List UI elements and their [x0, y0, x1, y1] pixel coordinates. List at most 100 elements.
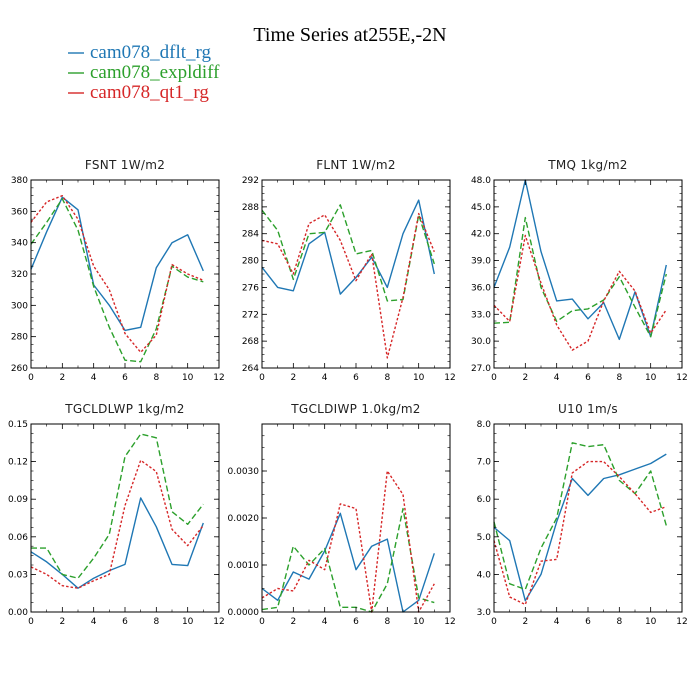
y-tick-label: 0.09	[8, 495, 28, 505]
y-tick-label: 0.00	[8, 608, 28, 618]
y-tick-label: 0.06	[8, 533, 28, 543]
y-tick-label: 0.15	[8, 420, 28, 430]
x-tick-label: 12	[676, 373, 687, 383]
series-line	[261, 507, 435, 613]
series-line	[30, 196, 204, 332]
y-tick-label: 4.0	[477, 570, 492, 580]
y-tick-label: 0.0020	[228, 514, 260, 524]
y-tick-label: 268	[242, 337, 259, 347]
series-group	[30, 194, 204, 363]
x-tick-label: 4	[554, 617, 560, 627]
series-group	[30, 433, 204, 589]
x-tick-label: 2	[59, 617, 65, 627]
x-tick-label: 2	[522, 617, 528, 627]
y-tick-label: 264	[242, 364, 259, 374]
x-tick-label: 8	[616, 373, 622, 383]
y-tick-label: 8.0	[477, 420, 492, 430]
x-tick-label: 2	[290, 617, 296, 627]
series-line	[261, 204, 435, 302]
chart-panel: TGCLDLWP 1kg/m2 0 2 4 6 8 10 12 0.00 0.03 0.06 0.09…	[8, 402, 225, 627]
x-tick-label: 0	[259, 373, 265, 383]
y-tick-label: 0.0030	[228, 467, 260, 477]
x-tick-label: 2	[290, 373, 296, 383]
x-tick-label: 0	[259, 617, 265, 627]
chart-panel: FSNT 1W/m2 0 2 4 6 8 10 12 260 280 300 320 340 360 380	[11, 158, 225, 383]
y-tick-label: 48.0	[471, 176, 491, 186]
x-tick-label: 0	[28, 617, 34, 627]
y-tick-label: 284	[242, 230, 259, 240]
chart-panel: FLNT 1W/m2 0 2 4 6 8 10 12 264 268 272 276 280 284 288…	[242, 158, 456, 383]
y-tick-label: 0.0000	[228, 608, 260, 618]
y-tick-label: 33.0	[471, 310, 491, 320]
x-tick-label: 4	[322, 373, 328, 383]
x-tick-label: 2	[522, 373, 528, 383]
legend-item: cam078_qt1_rg	[68, 82, 209, 103]
plot-frame	[30, 179, 220, 369]
plot-frame	[261, 423, 451, 613]
plot-frame	[261, 179, 451, 369]
y-tick-label: 36.0	[471, 283, 491, 293]
x-tick-label: 2	[59, 373, 65, 383]
series-line	[493, 234, 667, 351]
x-tick-label: 6	[353, 373, 359, 383]
chart-title: TMQ 1kg/m2	[547, 158, 628, 172]
series-line	[493, 179, 667, 341]
legend-label: cam078_qt1_rg	[90, 82, 209, 103]
x-tick-label: 12	[213, 617, 224, 627]
x-tick-label: 10	[182, 373, 194, 383]
series-group	[493, 442, 667, 606]
x-tick-label: 10	[182, 617, 194, 627]
chart-title: FLNT 1W/m2	[316, 158, 396, 172]
series-line	[261, 212, 435, 359]
x-tick-label: 12	[676, 617, 687, 627]
x-tick-label: 10	[645, 373, 657, 383]
x-tick-label: 0	[491, 373, 497, 383]
series-line	[261, 512, 435, 613]
y-tick-label: 360	[11, 207, 28, 217]
y-tick-label: 5.0	[477, 533, 492, 543]
legend-item: cam078_expldiff	[68, 62, 220, 83]
figure-title: Time Series at255E,-2N	[253, 24, 446, 46]
y-tick-label: 27.0	[471, 364, 491, 374]
chart-panels: FSNT 1W/m20 2 4 6 8 10 12260280300320340360380…	[8, 158, 688, 627]
x-tick-label: 8	[384, 617, 390, 627]
x-tick-label: 10	[413, 617, 425, 627]
series-group	[261, 470, 435, 613]
series-line	[493, 216, 667, 338]
legend: cam078_dflt_rgcam078_expldiffcam078_qt1_…	[68, 42, 220, 103]
chart-title: FSNT 1W/m2	[85, 158, 165, 172]
series-line	[493, 453, 667, 602]
y-tick-label: 3.0	[477, 608, 492, 618]
x-tick-label: 10	[413, 373, 425, 383]
series-line	[30, 194, 204, 353]
y-tick-label: 288	[242, 203, 259, 213]
x-tick-label: 4	[322, 617, 328, 627]
chart-panel: TMQ 1kg/m2 0 2 4 6 8 10 12 27.0 30.0 33.0 36.0 39.0 4…	[471, 158, 688, 383]
plot-frame	[493, 423, 683, 613]
y-tick-label: 0.12	[8, 458, 28, 468]
series-line	[30, 459, 204, 589]
x-tick-label: 6	[585, 617, 591, 627]
y-tick-label: 280	[11, 333, 28, 343]
series-group	[493, 179, 667, 351]
x-tick-label: 4	[91, 373, 97, 383]
series-line	[261, 470, 435, 613]
y-tick-label: 7.0	[477, 458, 492, 468]
chart-panel: TGCLDIWP 1.0kg/m2 0 2 4 6 8 10 12 0.0000 0.0010 0.…	[228, 402, 456, 627]
series-line	[493, 460, 667, 606]
y-tick-label: 272	[242, 310, 259, 320]
y-tick-label: 30.0	[471, 337, 491, 347]
y-tick-label: 42.0	[471, 230, 491, 240]
legend-label: cam078_expldiff	[90, 62, 220, 83]
x-tick-label: 6	[585, 373, 591, 383]
series-line	[31, 433, 204, 579]
chart-title: U10 1m/s	[558, 402, 618, 416]
x-tick-label: 0	[491, 617, 497, 627]
y-tick-label: 340	[11, 239, 28, 249]
y-tick-label: 6.0	[477, 495, 492, 505]
y-tick-label: 39.0	[471, 257, 491, 267]
x-tick-label: 12	[444, 373, 455, 383]
series-line	[493, 442, 667, 591]
